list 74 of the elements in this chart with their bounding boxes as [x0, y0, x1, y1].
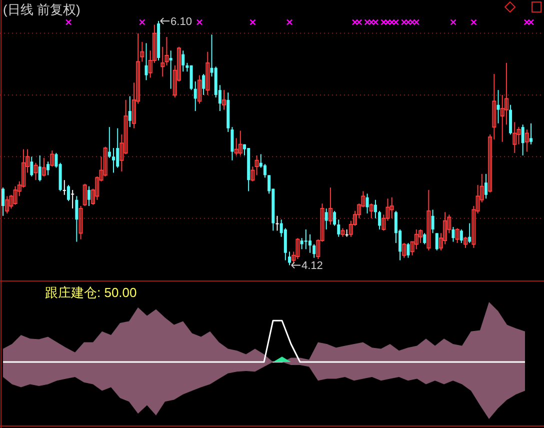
candlestick	[464, 236, 468, 248]
candlestick	[288, 251, 292, 266]
candlestick	[435, 232, 438, 251]
candlestick	[169, 50, 172, 90]
candlestick	[34, 162, 38, 181]
candlestick	[112, 148, 116, 174]
candlestick	[431, 209, 434, 234]
candlestick	[460, 228, 463, 244]
candlestick	[423, 232, 426, 245]
candlestick	[369, 203, 374, 219]
candlestick	[230, 126, 234, 161]
chart-title: 跟庄建仓: 50.00	[45, 285, 137, 300]
candlestick	[324, 208, 328, 230]
candlestick	[468, 222, 472, 244]
candlestick	[521, 124, 524, 156]
candlestick	[509, 104, 512, 135]
candlestick	[296, 238, 300, 260]
candlestick	[66, 184, 70, 202]
candlestick	[328, 186, 332, 225]
candlestick	[524, 129, 529, 152]
candlestick	[2, 186, 4, 216]
candlestick	[426, 189, 431, 251]
candlestick	[284, 228, 287, 261]
candlestick	[71, 189, 74, 209]
candlestick	[366, 193, 369, 214]
chart-title: (日线 前复权)	[3, 2, 80, 17]
candlestick	[5, 196, 10, 214]
candlestick	[452, 226, 455, 242]
candlestick	[337, 219, 340, 238]
candlestick	[300, 238, 304, 250]
candlestick	[46, 161, 50, 176]
candlestick	[78, 205, 83, 240]
candlestick	[484, 173, 488, 200]
candlestick	[254, 154, 259, 176]
candlestick	[30, 156, 34, 177]
candlestick	[87, 186, 90, 206]
candlestick	[378, 210, 382, 230]
candlestick	[402, 242, 406, 258]
candlestick	[202, 74, 206, 96]
candlestick	[206, 51, 210, 96]
candlestick	[38, 154, 42, 182]
candlestick	[197, 74, 202, 104]
candlestick	[62, 180, 66, 196]
candlestick	[238, 130, 242, 156]
annotation: 4.12	[302, 260, 323, 272]
candlestick	[276, 215, 279, 232]
candlestick	[50, 150, 54, 168]
candlestick	[116, 128, 120, 168]
candlestick	[333, 210, 336, 226]
candlestick	[13, 186, 18, 206]
candlestick	[530, 122, 532, 145]
candlestick	[144, 42, 148, 81]
candlestick	[312, 244, 316, 258]
candlestick	[103, 146, 108, 177]
candlestick	[222, 90, 226, 110]
candlestick	[128, 96, 132, 128]
candlestick	[455, 228, 460, 244]
candlestick	[308, 234, 312, 254]
annotation: 6.10	[170, 16, 192, 28]
candlestick	[304, 228, 308, 250]
candlestick	[75, 196, 78, 242]
candlestick	[263, 164, 266, 178]
candlestick	[82, 183, 87, 206]
candlestick	[190, 64, 193, 91]
candlestick	[108, 126, 111, 158]
candlestick	[390, 196, 394, 219]
candlestick	[250, 166, 255, 182]
candlestick	[374, 199, 377, 219]
candlestick	[496, 90, 500, 124]
candlestick	[512, 122, 517, 154]
candlestick	[182, 50, 185, 72]
candlestick	[194, 80, 197, 112]
candlestick	[42, 157, 46, 177]
candlestick	[406, 242, 410, 258]
